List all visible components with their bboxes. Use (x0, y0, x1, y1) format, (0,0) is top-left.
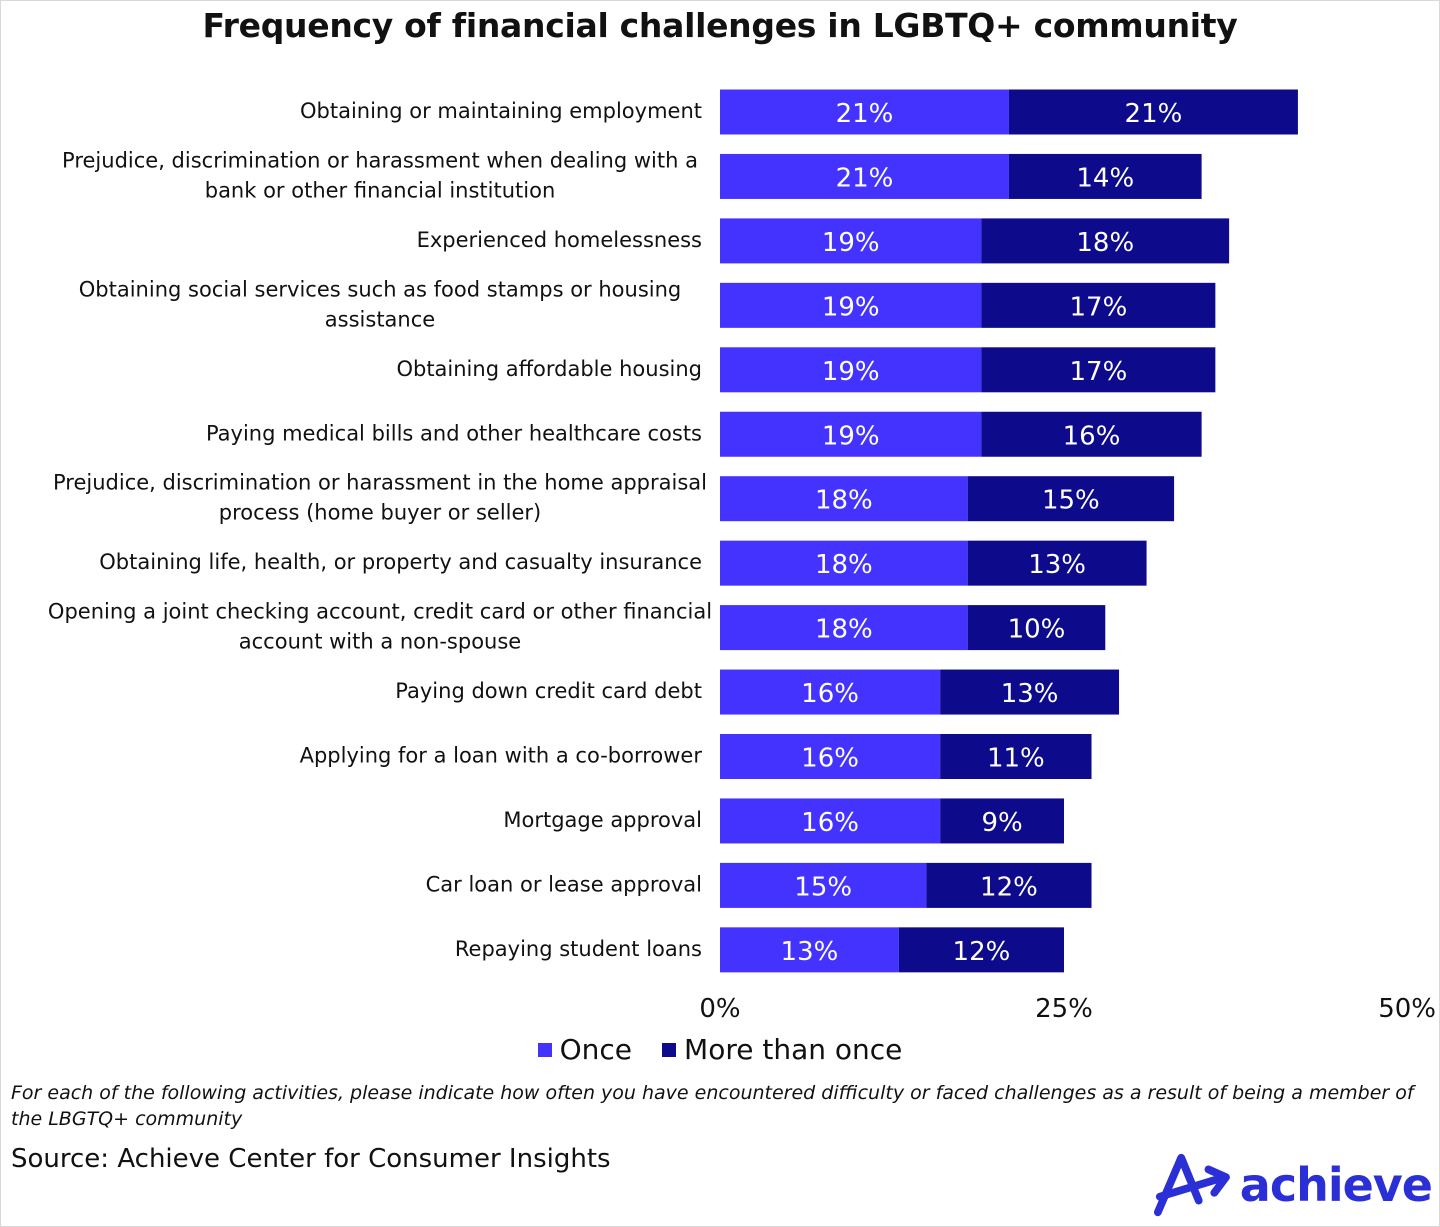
category-label: Obtaining life, health, or property and … (99, 550, 702, 574)
bar-segment (940, 798, 1064, 844)
bar-segment (720, 798, 941, 844)
bar-segment (981, 411, 1202, 457)
bar-segment (940, 669, 1120, 715)
bar-segment (1008, 89, 1298, 135)
data-label: 18% (1076, 228, 1134, 258)
bar-segment (720, 218, 982, 264)
bar-segment (981, 282, 1216, 328)
bar-segment (967, 540, 1147, 586)
category-label: bank or other financial institution (205, 178, 556, 202)
legend-swatch-once (537, 1042, 552, 1057)
bar-segment (720, 89, 1009, 135)
achieve-logo: achieve (1152, 1150, 1433, 1220)
bar-segment (981, 218, 1230, 264)
category-label: Repaying student loans (455, 937, 702, 961)
bar-segment (720, 476, 968, 522)
chart-title: Frequency of financial challenges in LGB… (202, 6, 1238, 45)
category-label: Obtaining affordable housing (396, 357, 702, 381)
bar-segment (981, 347, 1216, 393)
bar-segment (720, 282, 982, 328)
data-label: 12% (953, 937, 1011, 967)
data-label: 10% (1008, 615, 1066, 645)
category-label: Prejudice, discrimination or harassment … (62, 148, 698, 172)
category-label: Paying down credit card debt (395, 679, 702, 703)
source-note: Source: Achieve Center for Consumer Insi… (11, 1144, 611, 1174)
data-label: 18% (815, 550, 873, 580)
category-label: Obtaining social services such as food s… (79, 277, 682, 301)
data-label: 18% (815, 615, 873, 645)
category-label: account with a non-spouse (239, 630, 521, 654)
category-label: Opening a joint checking account, credit… (48, 600, 712, 624)
data-label: 14% (1076, 163, 1134, 193)
bar-segment (720, 605, 968, 651)
bar-segment (967, 605, 1106, 651)
category-label: Car loan or lease approval (426, 872, 702, 896)
x-tick-label: 25% (1035, 994, 1093, 1024)
category-label: Prejudice, discrimination or harassment … (53, 471, 707, 495)
data-label: 16% (801, 679, 859, 709)
legend-swatch-more-than-once (662, 1042, 677, 1057)
category-label: Experienced homelessness (417, 228, 702, 252)
stacked-bar-chart: Obtaining or maintaining employment 21% 21… (48, 89, 1436, 1024)
x-tick-label: 0% (699, 994, 740, 1024)
data-label: 17% (1070, 357, 1128, 387)
legend-label-once: Once (559, 1033, 633, 1066)
arrow-a-icon (1153, 1153, 1230, 1217)
bar-segment (720, 669, 941, 715)
data-label: 13% (781, 937, 839, 967)
bar-segment (720, 927, 899, 973)
bar-segment (720, 862, 927, 908)
category-label: process (home buyer or seller) (219, 501, 542, 525)
data-label: 21% (836, 99, 894, 129)
bar-segment (967, 476, 1175, 522)
bar-segment (720, 540, 968, 586)
chart-legend: Once More than once (0, 1033, 1440, 1066)
legend-item-more-than-once: More than once (662, 1033, 902, 1066)
category-label: Obtaining or maintaining employment (300, 99, 702, 123)
data-label: 19% (822, 357, 880, 387)
category-label: Mortgage approval (503, 808, 702, 832)
logo-wordmark: achieve (1239, 1158, 1433, 1212)
data-label: 18% (815, 486, 873, 516)
survey-question-footnote: For each of the following activities, pl… (11, 1082, 1414, 1130)
bar-segment (720, 411, 982, 457)
data-label: 13% (1028, 550, 1086, 580)
bar-segment (1008, 153, 1202, 199)
legend-label-more-than-once: More than once (684, 1033, 903, 1066)
data-label: 16% (801, 744, 859, 774)
category-label: assistance (325, 307, 435, 331)
category-label: Paying medical bills and other healthcar… (206, 421, 702, 445)
data-label: 19% (822, 228, 880, 258)
data-label: 16% (1063, 421, 1121, 451)
data-label: 15% (794, 872, 852, 902)
bar-segment (898, 927, 1064, 973)
data-label: 21% (836, 163, 894, 193)
category-label: Applying for a loan with a co-borrower (300, 744, 703, 768)
data-label: 15% (1042, 486, 1100, 516)
data-label: 19% (822, 421, 880, 451)
bar-segment (720, 347, 982, 393)
bar-segment (720, 153, 1009, 199)
bar-segment (940, 734, 1092, 779)
data-label: 9% (981, 808, 1022, 838)
x-tick-label: 50% (1378, 994, 1436, 1024)
data-label: 13% (1001, 679, 1059, 709)
data-label: 21% (1125, 99, 1183, 129)
data-label: 16% (801, 808, 859, 838)
data-label: 19% (822, 292, 880, 322)
data-label: 11% (987, 744, 1045, 774)
data-label: 12% (980, 872, 1038, 902)
legend-item-once: Once (537, 1033, 633, 1066)
data-label: 17% (1070, 292, 1128, 322)
bar-segment (720, 734, 941, 779)
bar-segment (926, 862, 1092, 908)
